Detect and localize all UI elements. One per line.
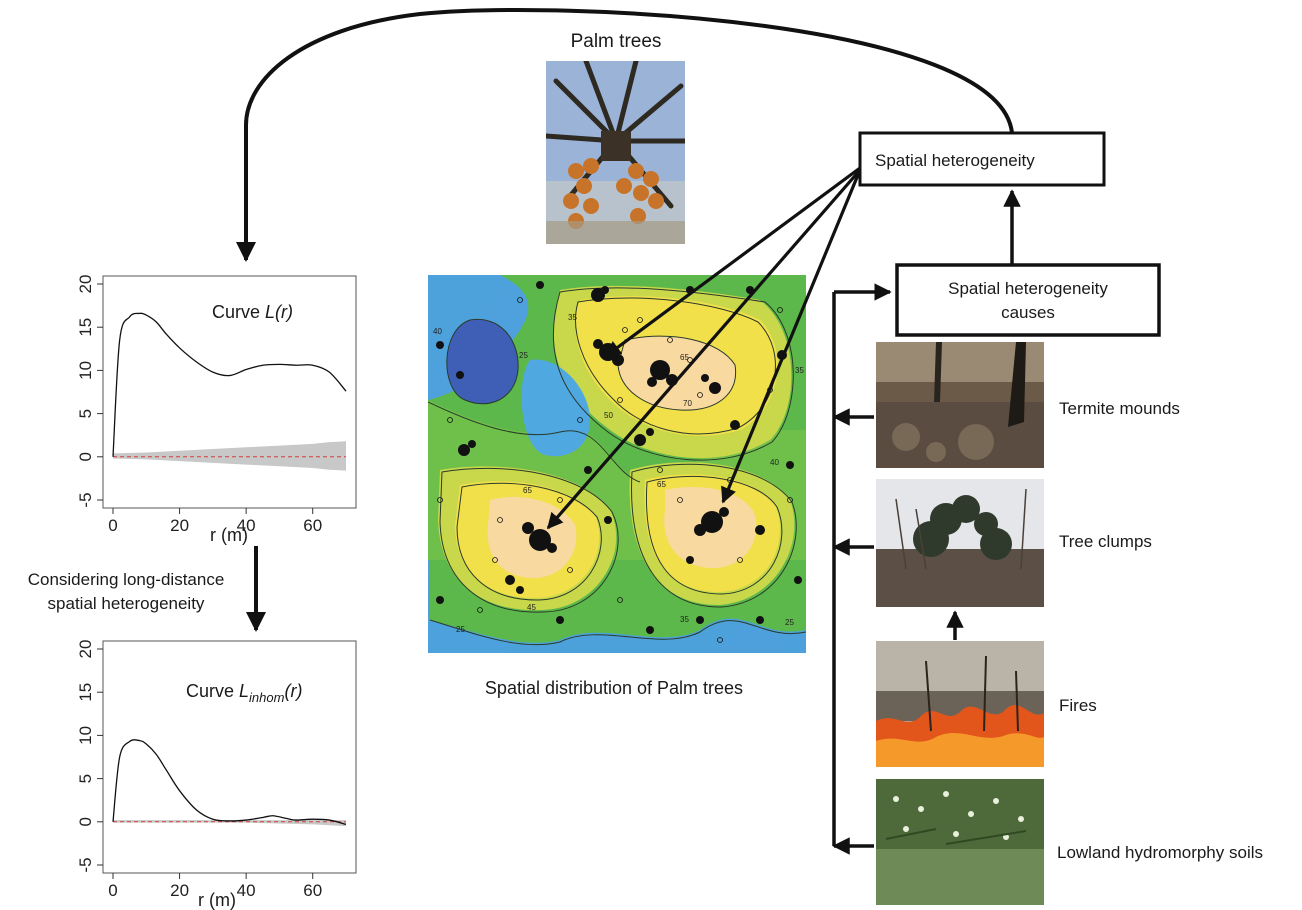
contour-label: 65 <box>657 480 666 489</box>
contour-label: 40 <box>433 327 442 336</box>
confidence-envelope <box>113 441 346 471</box>
y-tick-label: -5 <box>76 492 95 507</box>
transition-line2: spatial heterogeneity <box>48 594 205 613</box>
x-tick-label: 60 <box>303 516 322 535</box>
spatial-heterogeneity-label: Spatial heterogeneity <box>875 151 1035 170</box>
causes-label-line1: Spatial heterogeneity <box>948 279 1108 298</box>
x-tick-label: 0 <box>108 881 117 900</box>
y-tick-label: 5 <box>76 774 95 783</box>
series-line <box>112 312 347 457</box>
heterogeneity-causes-box <box>895 263 1161 337</box>
y-tick-label: 15 <box>76 683 95 702</box>
spatial-heterogeneity-box <box>858 131 1106 187</box>
causes-bracket <box>832 283 892 855</box>
x-tick-label: 20 <box>170 881 189 900</box>
cause-label-clumps: Tree clumps <box>1059 532 1152 551</box>
y-tick-label: 20 <box>76 275 95 294</box>
chart-Linhom: Curve Linhom(r) r (m) 0 20 40 60 -5 0 5 10 15 20 <box>76 640 357 910</box>
contour-label: 70 <box>683 399 692 408</box>
causes-label-line2: causes <box>1001 303 1055 322</box>
series-line <box>112 739 347 826</box>
contour-label: 25 <box>456 625 465 634</box>
x-tick-label: 40 <box>237 881 256 900</box>
y-tick-label: 5 <box>76 409 95 418</box>
contour-label: 25 <box>785 618 794 627</box>
y-tick-label: 15 <box>76 318 95 337</box>
y-tick-label: -5 <box>76 857 95 872</box>
contour-label: 25 <box>519 351 528 360</box>
contour-label: 65 <box>680 353 689 362</box>
chart-L-title: Curve L(r) <box>212 302 293 322</box>
chart-Linhom-frame <box>102 640 357 874</box>
termite-mounds-photo <box>876 342 1044 468</box>
map-caption: Spatial distribution of Palm trees <box>485 678 743 698</box>
heterogeneity-arrows <box>546 166 862 530</box>
feedback-arc <box>236 8 1014 262</box>
cause-label-fires: Fires <box>1059 696 1097 715</box>
y-tick-label: 10 <box>76 726 95 745</box>
contour-label: 50 <box>604 411 613 420</box>
x-tick-label: 40 <box>237 516 256 535</box>
chart-Linhom-xlabel: r (m) <box>198 890 236 910</box>
contour-label: 40 <box>770 458 779 467</box>
x-tick-label: 60 <box>303 881 322 900</box>
palm-trees-title: Palm trees <box>571 31 662 52</box>
cause-label-termite: Termite mounds <box>1059 399 1180 418</box>
transition-line1: Considering long-distance <box>28 570 225 589</box>
y-tick-label: 0 <box>76 452 95 461</box>
palm-tree-photo <box>546 61 685 244</box>
chart-L-xlabel: r (m) <box>210 525 248 545</box>
tree-clumps-photo <box>876 479 1044 607</box>
x-tick-label: 0 <box>108 516 117 535</box>
contour-label: 45 <box>527 603 536 612</box>
y-tick-label: 10 <box>76 361 95 380</box>
contour-label: 35 <box>795 366 804 375</box>
chart-L: Curve L(r) r (m) 0 20 40 60 -5 0 5 10 15 20 <box>76 275 357 545</box>
y-tick-label: 0 <box>76 817 95 826</box>
lowland-soils-photo <box>876 779 1044 905</box>
contour-label: 35 <box>680 615 689 624</box>
contour-label: 35 <box>568 313 577 322</box>
cause-label-lowland: Lowland hydromorphy soils <box>1057 843 1263 862</box>
palm-distribution-map: 25 35 70 65 65 65 45 50 35 40 40 25 35 2… <box>428 275 806 653</box>
x-tick-label: 20 <box>170 516 189 535</box>
contour-label: 65 <box>523 486 532 495</box>
y-tick-label: 20 <box>76 640 95 659</box>
chart-Linhom-title: Curve Linhom(r) <box>186 681 302 705</box>
fires-photo <box>876 641 1044 767</box>
